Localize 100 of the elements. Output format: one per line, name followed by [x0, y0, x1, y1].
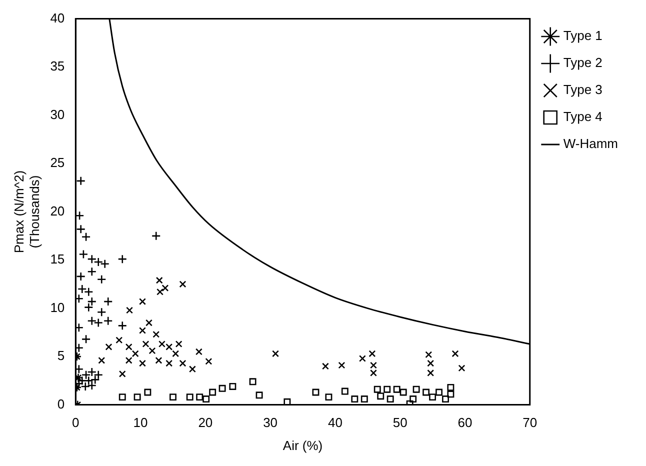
point — [427, 369, 434, 376]
point — [148, 347, 156, 354]
point — [410, 396, 417, 402]
y-axis-title: Pmax (N/m^2) (Thousands) — [11, 170, 42, 254]
point — [196, 394, 204, 401]
y-tick-label: 5 — [57, 348, 65, 364]
point — [139, 298, 146, 306]
point — [179, 280, 186, 288]
point — [412, 386, 420, 393]
point — [325, 394, 332, 401]
legend-label: Type 2 — [563, 55, 602, 70]
point — [84, 302, 94, 312]
point — [103, 296, 113, 306]
x-tick-label: 40 — [328, 415, 342, 430]
point — [447, 384, 454, 391]
point — [186, 394, 194, 401]
legend-label: Type 3 — [563, 82, 602, 98]
point — [209, 388, 216, 396]
x-tick-label: 10 — [133, 415, 148, 430]
point — [393, 386, 400, 393]
legend-label: Type 1 — [563, 28, 602, 44]
point — [175, 340, 182, 348]
point — [125, 356, 132, 364]
x-tick-label: 30 — [263, 415, 278, 430]
point — [139, 360, 146, 367]
point — [132, 350, 139, 358]
point — [218, 384, 226, 392]
point — [205, 358, 212, 365]
y-tick-label: 10 — [50, 300, 65, 315]
point — [151, 231, 161, 241]
point — [156, 288, 164, 296]
point — [76, 176, 86, 186]
point — [447, 390, 454, 398]
point — [338, 362, 346, 369]
point — [368, 350, 376, 358]
point — [76, 322, 84, 332]
point — [118, 370, 126, 378]
point — [425, 351, 432, 358]
point — [118, 254, 128, 264]
point — [384, 386, 391, 393]
point — [436, 388, 442, 396]
point — [134, 394, 141, 401]
point — [452, 350, 459, 358]
y-tick-label: 20 — [50, 203, 65, 218]
point — [179, 360, 186, 367]
point — [76, 343, 84, 353]
point — [76, 294, 84, 304]
point — [322, 362, 329, 370]
point — [202, 396, 210, 402]
point — [103, 316, 113, 326]
x-tick-label: 60 — [458, 415, 472, 430]
point — [377, 392, 384, 400]
x-tick-label: 50 — [392, 415, 408, 430]
point — [139, 327, 146, 334]
point — [312, 388, 320, 396]
point — [427, 360, 434, 367]
point — [116, 336, 123, 344]
point — [162, 284, 169, 292]
point — [76, 211, 84, 220]
point — [351, 396, 358, 402]
point — [96, 274, 106, 284]
x-axis-title: Air (%) — [282, 438, 323, 453]
y-tick-label: 0 — [57, 396, 65, 412]
point — [105, 343, 112, 350]
y-tick-label: 15 — [50, 252, 65, 267]
point — [76, 272, 86, 282]
y-tick-label: 30 — [50, 106, 65, 122]
point — [76, 224, 86, 234]
legend-label: W-Hamm — [563, 136, 618, 152]
point — [76, 364, 84, 374]
point — [146, 319, 152, 326]
point — [374, 386, 381, 393]
point — [156, 276, 163, 284]
point — [96, 308, 106, 317]
point — [158, 340, 166, 348]
point — [400, 388, 407, 396]
point — [249, 378, 256, 386]
point — [256, 392, 263, 399]
point — [166, 343, 173, 350]
x-tick-label: 0 — [72, 415, 80, 430]
point — [90, 375, 100, 384]
x-tick-label: 20 — [198, 415, 213, 430]
point — [341, 388, 348, 395]
point — [360, 396, 368, 402]
y-tick-label: 40 — [50, 10, 65, 26]
point — [229, 382, 236, 390]
point — [170, 394, 176, 401]
point — [98, 356, 106, 364]
y-tick-label: 35 — [50, 58, 65, 74]
point — [386, 396, 394, 402]
point — [195, 348, 202, 356]
point — [272, 350, 279, 358]
point — [358, 355, 366, 362]
point — [458, 364, 466, 372]
legend-label: Type 4 — [563, 109, 602, 124]
point — [87, 266, 97, 276]
point — [422, 388, 430, 396]
point — [81, 232, 91, 242]
point — [142, 340, 150, 348]
point — [81, 334, 91, 344]
